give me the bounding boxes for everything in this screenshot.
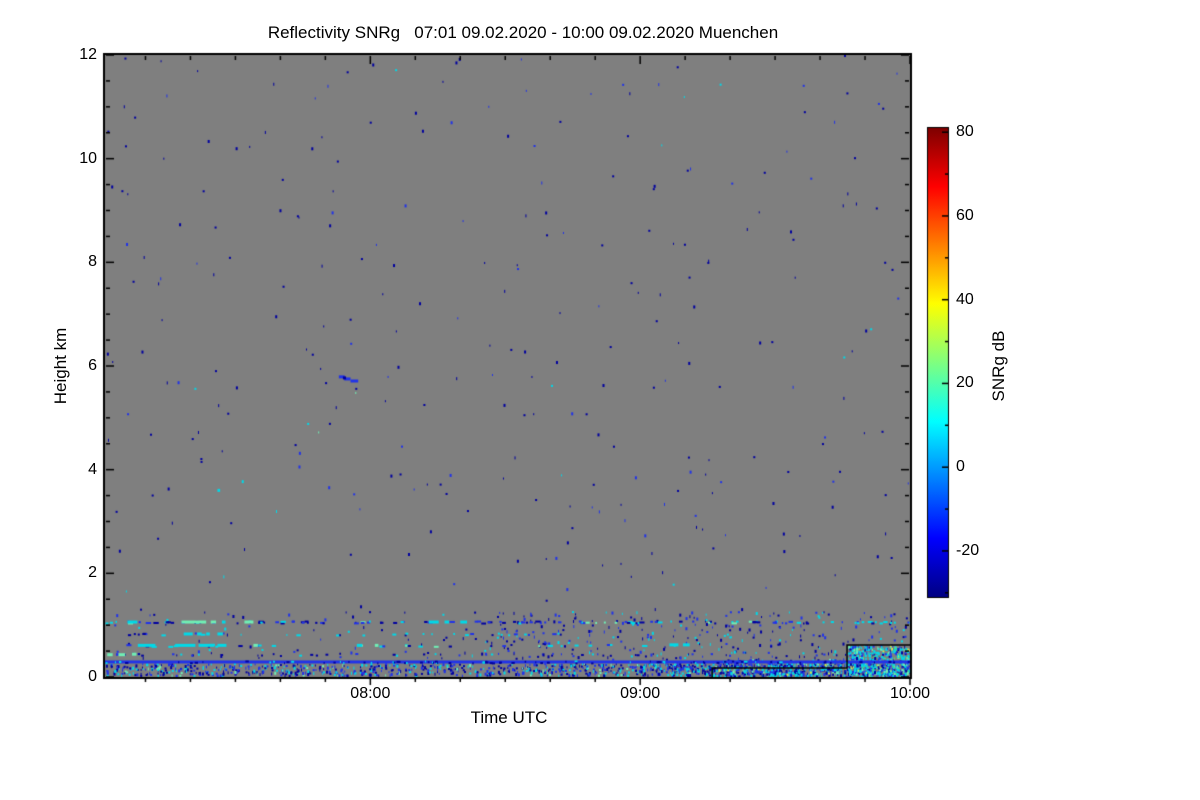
y-tick-label: 8 (88, 253, 97, 271)
y-tick-label: 10 (79, 149, 97, 167)
x-tick-label: 10:00 (889, 685, 931, 702)
x-axis-title: Time UTC (470, 708, 548, 727)
colorbar-tick-label: 20 (956, 374, 974, 392)
x-tick-label: 09:00 (620, 685, 661, 702)
y-tick-label: 12 (79, 46, 97, 63)
colorbar-tick-label: 80 (956, 123, 974, 141)
y-axis-title: Height km (51, 327, 70, 405)
y-tick-label: 2 (88, 564, 97, 582)
colorbar-tick-label: -20 (956, 541, 980, 559)
y-tick-label: 6 (88, 357, 97, 374)
x-tick-label: 08:00 (350, 685, 391, 702)
colorbar-tick-label: 40 (956, 290, 974, 308)
y-tick-label: 0 (88, 668, 97, 685)
chart-title: Reflectivity SNRg 07:01 09.02.2020 - 10:… (267, 23, 779, 42)
colorbar-title: SNRg dB (989, 330, 1008, 402)
colorbar-tick-label: 60 (956, 206, 974, 224)
colorbar-tick-label: 0 (956, 458, 965, 476)
y-tick-label: 4 (88, 460, 97, 478)
